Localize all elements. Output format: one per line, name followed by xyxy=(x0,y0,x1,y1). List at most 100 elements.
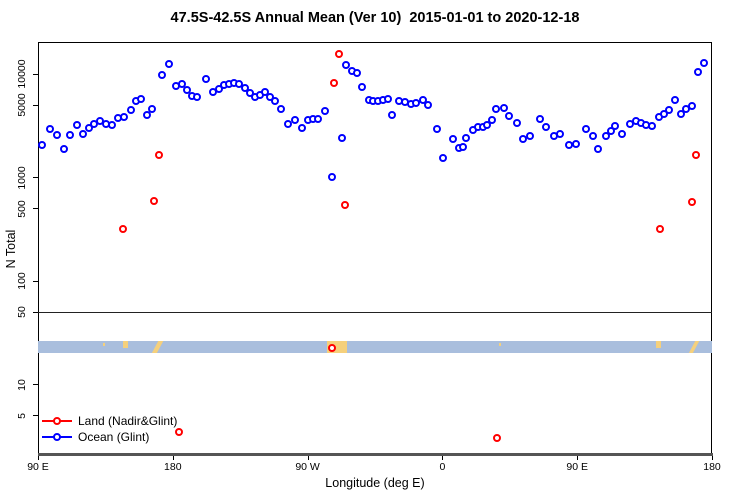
data-point-ocean xyxy=(659,109,668,118)
data-point-ocean xyxy=(606,126,615,135)
x-tick-label: 180 xyxy=(703,461,721,473)
land-marker-icon xyxy=(42,413,72,429)
data-point-ocean xyxy=(687,101,696,110)
y-tick-label: 10 xyxy=(16,378,28,391)
y-tick-label: 5 xyxy=(16,412,28,419)
x-tick-mark xyxy=(38,455,39,460)
data-point-ocean xyxy=(525,132,534,141)
data-point-ocean xyxy=(519,134,528,143)
y-tick-mark xyxy=(33,104,38,106)
y-tick-label: 100 xyxy=(16,272,28,290)
legend-marker-circle xyxy=(52,416,61,425)
data-point-land xyxy=(691,151,700,160)
data-point-ocean xyxy=(412,99,421,108)
data-point-land xyxy=(656,224,665,233)
legend-label: Land (Nadir&Glint) xyxy=(78,414,178,428)
data-point-ocean xyxy=(164,59,173,68)
data-point-ocean xyxy=(142,110,151,119)
data-point-land xyxy=(150,196,159,205)
data-point-ocean xyxy=(321,107,330,116)
data-point-ocean xyxy=(611,121,620,130)
data-point-ocean xyxy=(424,100,433,109)
x-axis-title: Longitude (deg E) xyxy=(325,476,425,490)
data-point-ocean xyxy=(664,106,673,115)
y-tick-mark xyxy=(33,177,38,179)
legend-label: Ocean (Glint) xyxy=(78,430,150,444)
data-point-ocean xyxy=(542,122,551,131)
legend-marker-circle xyxy=(52,432,61,441)
data-point-ocean xyxy=(284,119,293,128)
map-strip-land-patch xyxy=(103,343,106,346)
data-point-ocean xyxy=(73,120,82,129)
data-point-ocean xyxy=(46,124,55,133)
data-point-ocean xyxy=(499,104,508,113)
data-point-land xyxy=(328,343,337,352)
map-strip-land-patch xyxy=(151,341,164,354)
legend-item: Ocean (Glint) xyxy=(42,429,177,445)
data-point-land xyxy=(340,201,349,210)
data-point-ocean xyxy=(700,59,709,68)
data-point-ocean xyxy=(297,123,306,132)
ocean-marker-icon xyxy=(42,429,72,445)
data-point-ocean xyxy=(433,124,442,133)
data-point-ocean xyxy=(358,83,367,92)
data-point-ocean xyxy=(556,129,565,138)
data-point-ocean xyxy=(438,153,447,162)
data-point-ocean xyxy=(157,71,166,80)
data-point-ocean xyxy=(240,83,249,92)
data-point-land xyxy=(155,151,164,160)
data-point-ocean xyxy=(588,132,597,141)
data-point-ocean xyxy=(270,97,279,106)
data-point-ocean xyxy=(418,96,427,105)
chart-title: 47.5S-42.5S Annual Mean (Ver 10) 2015-01… xyxy=(170,10,580,26)
data-point-land xyxy=(687,197,696,206)
data-point-ocean xyxy=(84,124,93,133)
y-tick-mark xyxy=(33,280,38,282)
data-point-ocean xyxy=(59,145,68,154)
data-point-ocean xyxy=(483,120,492,129)
legend: Land (Nadir&Glint) Ocean (Glint) xyxy=(42,413,177,445)
data-point-ocean xyxy=(488,116,497,125)
data-point-land xyxy=(492,434,501,443)
map-strip-land-patch xyxy=(655,341,662,348)
data-point-land xyxy=(175,428,184,437)
data-point-ocean xyxy=(52,131,61,140)
data-point-land xyxy=(335,50,343,59)
x-tick-mark xyxy=(172,455,174,460)
data-point-ocean xyxy=(676,109,685,118)
y-tick-mark xyxy=(33,384,38,385)
x-tick-label: 90 E xyxy=(27,461,49,473)
data-point-ocean xyxy=(245,88,254,97)
data-point-ocean xyxy=(602,131,611,140)
data-point-ocean xyxy=(388,111,397,120)
data-point-ocean xyxy=(265,92,274,101)
data-point-ocean xyxy=(291,116,300,125)
data-point-ocean xyxy=(119,112,128,121)
map-strip-land-patch xyxy=(123,341,128,348)
data-point-ocean xyxy=(177,79,186,88)
y-tick-label: 500 xyxy=(16,200,28,218)
data-point-ocean xyxy=(564,140,573,149)
y-tick-mark xyxy=(33,311,38,313)
data-point-ocean xyxy=(148,104,157,113)
data-point-land xyxy=(119,224,128,233)
data-point-ocean xyxy=(193,92,201,101)
data-point-ocean xyxy=(535,114,544,123)
y-tick-label: 1000 xyxy=(16,166,28,190)
x-tick-label: 180 xyxy=(164,461,182,473)
data-point-ocean xyxy=(582,124,591,133)
data-point-ocean xyxy=(383,95,392,104)
data-point-ocean xyxy=(276,105,285,114)
data-point-ocean xyxy=(459,142,468,151)
x-tick-label: 90 W xyxy=(295,461,320,473)
x-tick-label: 0 xyxy=(439,461,446,473)
data-point-ocean xyxy=(571,139,580,148)
data-point-ocean xyxy=(505,111,514,120)
data-point-ocean xyxy=(352,69,361,78)
data-point-ocean xyxy=(108,120,117,129)
data-point-ocean xyxy=(136,94,145,103)
data-point-ocean xyxy=(37,140,46,149)
data-point-ocean xyxy=(617,129,626,138)
legend-item: Land (Nadir&Glint) xyxy=(42,413,177,429)
y-tick-mark xyxy=(33,415,38,417)
